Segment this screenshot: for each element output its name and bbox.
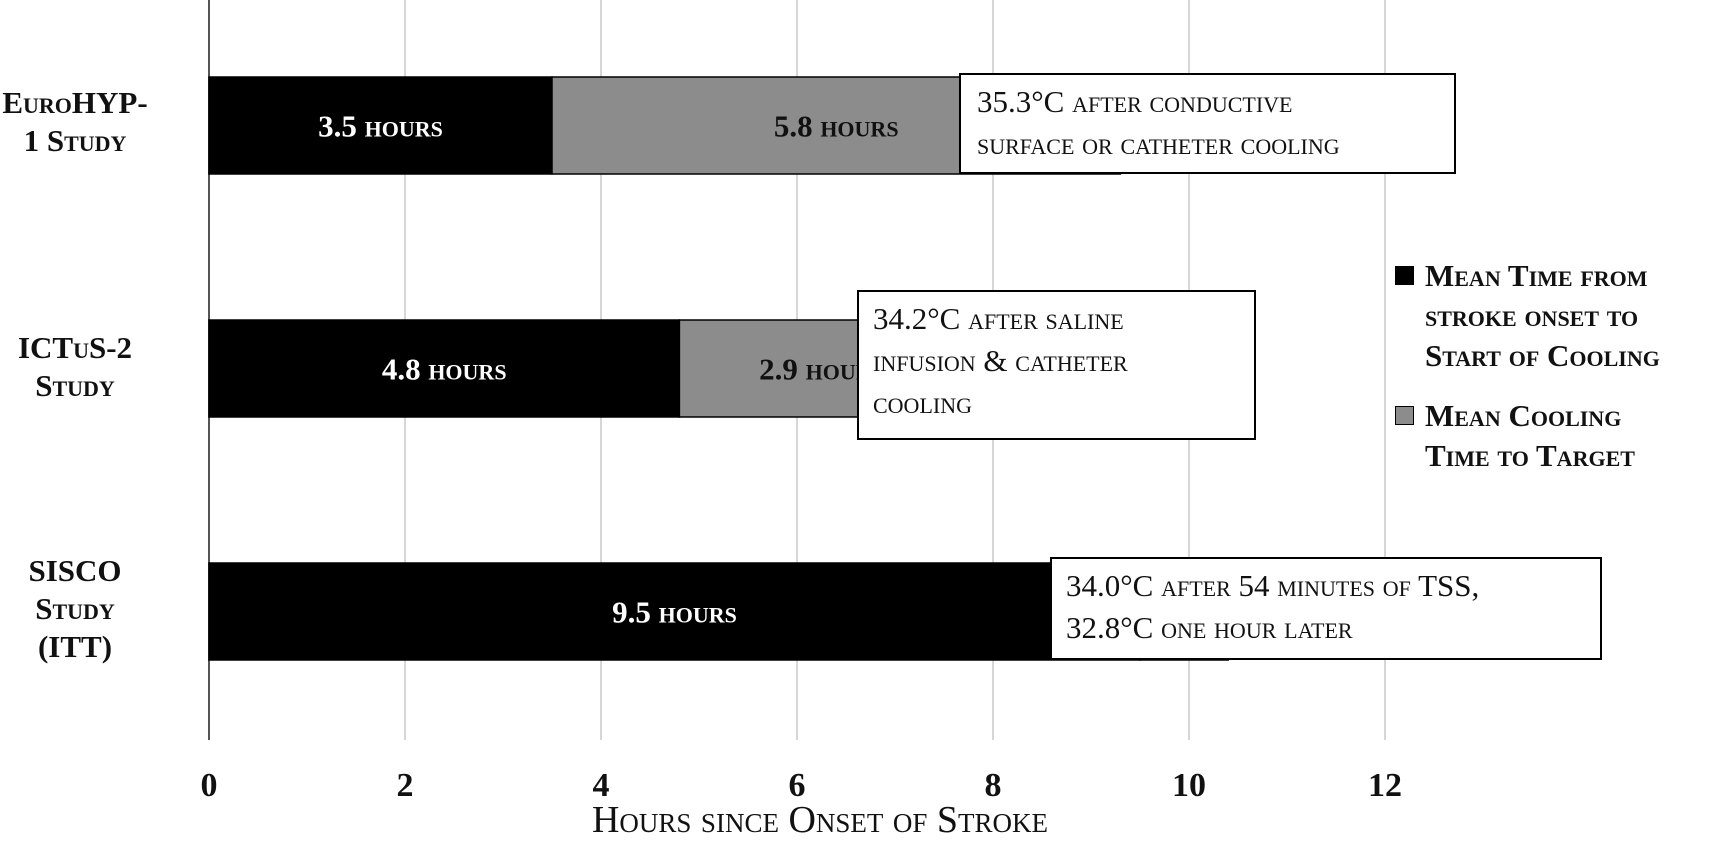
legend: Mean Time from stroke onset to Start of … [1395, 256, 1715, 486]
x-tick-label-2: 2 [397, 767, 414, 804]
bar-onset-1 [208, 319, 681, 418]
annotation-sisco: 34.0°C after 54 minutes of TSS, 32.8°C o… [1050, 557, 1602, 660]
legend-label-cooling-time: Mean Cooling Time to Target [1425, 398, 1635, 473]
legend-label-start-of-cooling: Mean Time from stroke onset to Start of … [1425, 258, 1660, 373]
bar-label-onset-1: 4.8 hours [382, 352, 507, 387]
x-tick-label-10: 10 [1172, 767, 1206, 804]
annotation-ictus: 34.2°C after saline infusion & catheter … [857, 290, 1256, 440]
legend-swatch-black [1395, 266, 1414, 285]
legend-swatch-gray [1395, 406, 1414, 425]
bar-label-onset-2: 9.5 hours [612, 595, 737, 630]
x-axis-title: Hours since Onset of Stroke [591, 799, 1049, 841]
x-tick-label-4: 4 [593, 767, 610, 804]
bar-onset-2 [208, 562, 1141, 661]
bar-label-cooling-0: 5.8 hours [774, 109, 899, 144]
category-label-sisco: SISCO Study (ITT) [28, 553, 122, 664]
x-tick-label-0: 0 [201, 767, 218, 804]
category-label-ictus: ICTuS-2 Study [17, 330, 133, 403]
legend-item-cooling-time: Mean Cooling Time to Target [1395, 396, 1715, 476]
x-tick-label-12: 12 [1368, 767, 1402, 804]
legend-item-start-of-cooling: Mean Time from stroke onset to Start of … [1395, 256, 1715, 376]
bar-label-onset-0: 3.5 hours [318, 109, 443, 144]
bar-onset-0 [208, 76, 553, 175]
annotation-eurohyp: 35.3°C after conductive surface or cathe… [959, 73, 1456, 174]
category-label-eurohyp: EuroHYP- 1 Study [2, 85, 148, 158]
x-tick-label-6: 6 [789, 767, 806, 804]
x-tick-label-8: 8 [985, 767, 1002, 804]
